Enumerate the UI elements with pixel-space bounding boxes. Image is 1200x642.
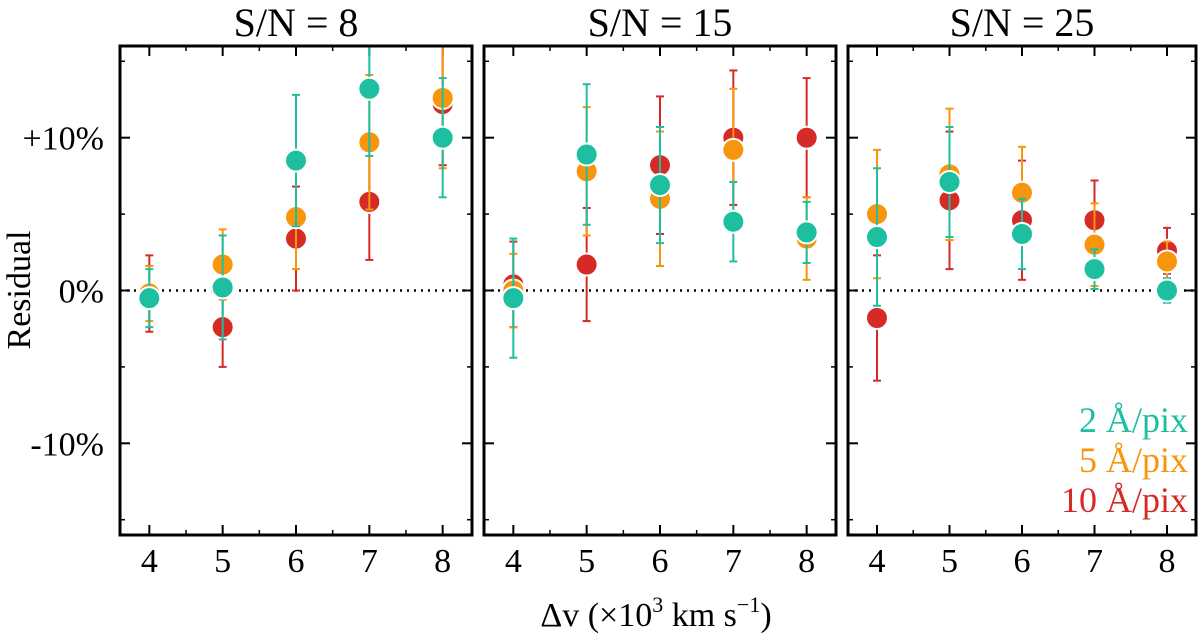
data-point (137, 286, 162, 311)
x-axis-label-unit: km s (663, 597, 737, 634)
series-10pix-points (865, 130, 1179, 382)
panel-frame (846, 44, 1198, 537)
x-axis-label-main: Δv (×10 (540, 597, 652, 634)
y-tick-label: +10% (23, 121, 105, 158)
y-tick-label: -10% (30, 426, 104, 463)
data-point (1082, 257, 1107, 282)
data-point (721, 137, 746, 162)
series-2pix-points (137, 46, 455, 341)
x-tick-label: 8 (798, 543, 815, 580)
x-tick-label: 4 (869, 543, 886, 580)
panel-frame (118, 44, 474, 537)
data-point (1010, 221, 1034, 246)
series-2pix-points (501, 83, 819, 359)
data-point (574, 252, 599, 277)
x-tick-label: 6 (652, 543, 669, 580)
x-tick-label: 5 (214, 543, 231, 580)
y-tick-label: 0% (59, 274, 104, 311)
data-point (1155, 249, 1179, 274)
data-point (430, 125, 455, 150)
data-point (794, 220, 819, 245)
series-2pix-points (865, 125, 1179, 307)
data-point (865, 225, 889, 250)
x-axis-label: Δv (×103 km s−1) (540, 592, 771, 634)
panel-2: S/N = 15 4 5 6 7 8 (482, 0, 838, 580)
panel-title: S/N = 15 (588, 0, 733, 45)
x-tick-label: 6 (1014, 543, 1031, 580)
panel-3: S/N = 25 4 5 6 7 8 (846, 0, 1198, 580)
x-tick-label: 6 (288, 543, 305, 580)
x-tick-label: 7 (361, 543, 378, 580)
panels-layer: S/N = 84 5 6 7 8-10%0%+10%S/N = 154 5 6 7 8S/N =… (23, 0, 1198, 580)
data-point (794, 125, 819, 150)
x-axis-label-unit-exponent: −1 (737, 592, 760, 617)
x-tick-label: 8 (434, 543, 451, 580)
x-tick-label: 4 (141, 543, 158, 580)
x-tick-label: 4 (505, 543, 522, 580)
data-point (357, 76, 382, 101)
legend-entry: 10 Å/pix (1061, 480, 1188, 520)
panel-1: S/N = 8 4 5 6 7 8 -10% 0% +10% (23, 0, 474, 580)
data-point (648, 173, 672, 198)
data-point (865, 306, 889, 331)
x-tick-label: 7 (1086, 543, 1103, 580)
data-point (1155, 278, 1179, 303)
panel-title: S/N = 8 (234, 0, 359, 45)
data-point (937, 170, 962, 195)
data-point (501, 286, 526, 311)
data-point (721, 209, 746, 234)
panel-title: S/N = 25 (950, 0, 1095, 45)
data-point (574, 142, 599, 167)
x-tick-label: 7 (725, 543, 742, 580)
x-axis-label-exponent: 3 (652, 592, 663, 617)
x-tick-label: 8 (1159, 543, 1176, 580)
legend-entry: 5 Å/pix (1079, 440, 1188, 480)
x-tick-label: 5 (578, 543, 595, 580)
x-axis-label-close: ) (760, 597, 771, 634)
y-axis-label: Residual (1, 231, 38, 350)
panel-frame (482, 44, 838, 537)
x-tick-label: 5 (941, 543, 958, 580)
data-point (284, 148, 308, 173)
data-point (210, 275, 235, 300)
legend-entry: 2 Å/pix (1079, 400, 1188, 440)
